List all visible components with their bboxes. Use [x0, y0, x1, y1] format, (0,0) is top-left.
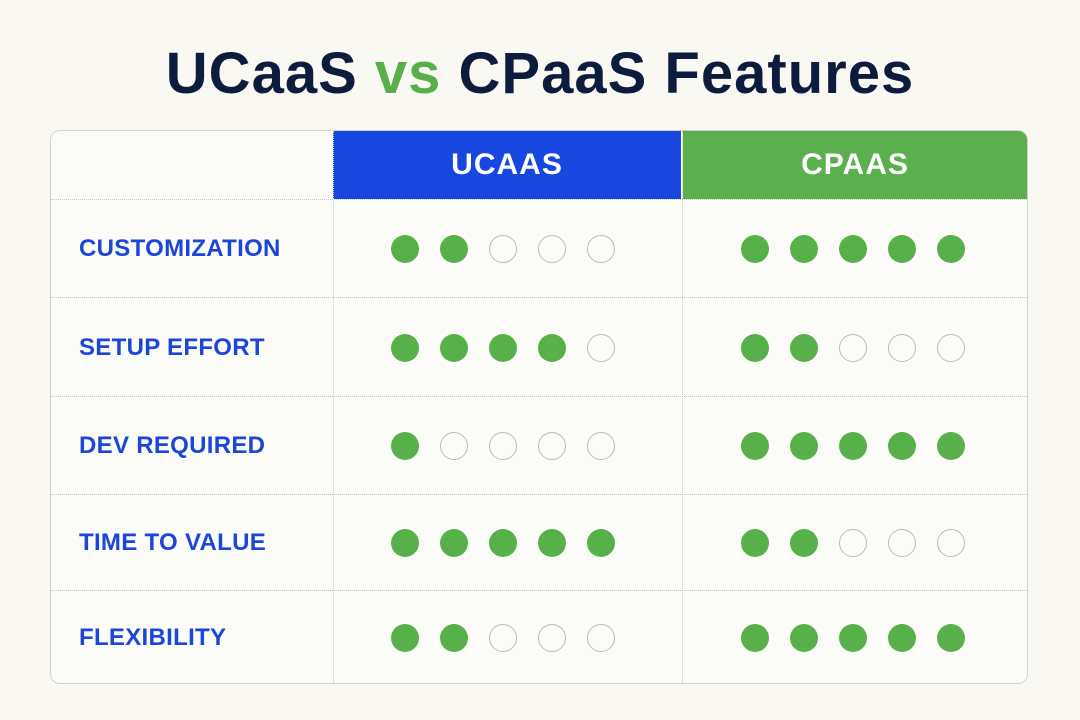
title-cpaas-features: CPaaS Features: [458, 41, 915, 106]
rating-dot-filled: [741, 334, 769, 362]
row-divider: [51, 199, 1027, 200]
rating-dot-filled: [440, 529, 468, 557]
rating-ucaas: [391, 334, 615, 364]
rating-cpaas: [741, 334, 965, 364]
rating-dot-filled: [839, 235, 867, 263]
row-label: FLEXIBILITY: [79, 624, 227, 651]
rating-ucaas: [391, 432, 615, 462]
rating-dot-filled: [440, 624, 468, 652]
title-ucaas: UCaaS: [165, 41, 358, 106]
rating-dot-empty: [937, 334, 965, 362]
rating-dot-filled: [538, 334, 566, 362]
column-divider: [682, 131, 683, 683]
rating-dot-filled: [888, 235, 916, 263]
rating-dot-filled: [741, 235, 769, 263]
rating-dot-empty: [538, 432, 566, 460]
rating-dot-filled: [839, 624, 867, 652]
rating-dot-filled: [937, 624, 965, 652]
row-divider: [51, 494, 1027, 495]
rating-dot-filled: [489, 334, 517, 362]
rating-dot-filled: [741, 432, 769, 460]
rating-dot-empty: [489, 624, 517, 652]
row-divider: [51, 297, 1027, 298]
rating-ucaas: [391, 529, 615, 559]
rating-dot-filled: [888, 432, 916, 460]
row-label: TIME TO VALUE: [79, 529, 267, 556]
rating-dot-filled: [440, 235, 468, 263]
rating-dot-filled: [790, 334, 818, 362]
rating-ucaas: [391, 235, 615, 265]
column-divider: [333, 131, 334, 683]
rating-cpaas: [741, 432, 965, 462]
rating-dot-empty: [489, 432, 517, 460]
rating-dot-filled: [937, 235, 965, 263]
rating-dot-empty: [489, 235, 517, 263]
rating-dot-empty: [888, 334, 916, 362]
rating-dot-filled: [391, 624, 419, 652]
rating-dot-filled: [741, 624, 769, 652]
rating-dot-filled: [538, 529, 566, 557]
rating-dot-filled: [391, 235, 419, 263]
rating-dot-empty: [538, 235, 566, 263]
rating-dot-filled: [790, 235, 818, 263]
rating-dot-filled: [741, 529, 769, 557]
rating-dot-filled: [489, 529, 517, 557]
rating-dot-empty: [587, 432, 615, 460]
row-divider: [51, 590, 1027, 591]
title-vs: vs: [374, 41, 442, 106]
rating-dot-filled: [587, 529, 615, 557]
rating-dot-filled: [391, 432, 419, 460]
rating-dot-filled: [790, 624, 818, 652]
column-header-cpaas: CPAAS: [683, 131, 1027, 199]
rating-dot-filled: [391, 529, 419, 557]
rating-dot-filled: [790, 529, 818, 557]
rating-dot-empty: [587, 235, 615, 263]
chart-title: UCaaS vs CPaaS Features: [0, 38, 1080, 110]
rating-dot-filled: [937, 432, 965, 460]
rating-ucaas: [391, 624, 615, 654]
rating-dot-empty: [839, 334, 867, 362]
rating-cpaas: [741, 235, 965, 265]
rating-dot-empty: [587, 624, 615, 652]
comparison-table: [50, 130, 1028, 684]
rating-dot-empty: [440, 432, 468, 460]
column-header-ucaas: UCAAS: [333, 131, 681, 199]
row-divider: [51, 396, 1027, 397]
rating-dot-empty: [937, 529, 965, 557]
rating-cpaas: [741, 529, 965, 559]
rating-dot-filled: [888, 624, 916, 652]
rating-dot-empty: [538, 624, 566, 652]
rating-dot-filled: [391, 334, 419, 362]
row-label: DEV REQUIRED: [79, 432, 266, 459]
rating-dot-empty: [587, 334, 615, 362]
rating-dot-filled: [839, 432, 867, 460]
rating-dot-filled: [790, 432, 818, 460]
rating-dot-filled: [440, 334, 468, 362]
rating-cpaas: [741, 624, 965, 654]
rating-dot-empty: [888, 529, 916, 557]
row-label: SETUP EFFORT: [79, 334, 265, 361]
row-label: CUSTOMIZATION: [79, 235, 281, 262]
rating-dot-empty: [839, 529, 867, 557]
